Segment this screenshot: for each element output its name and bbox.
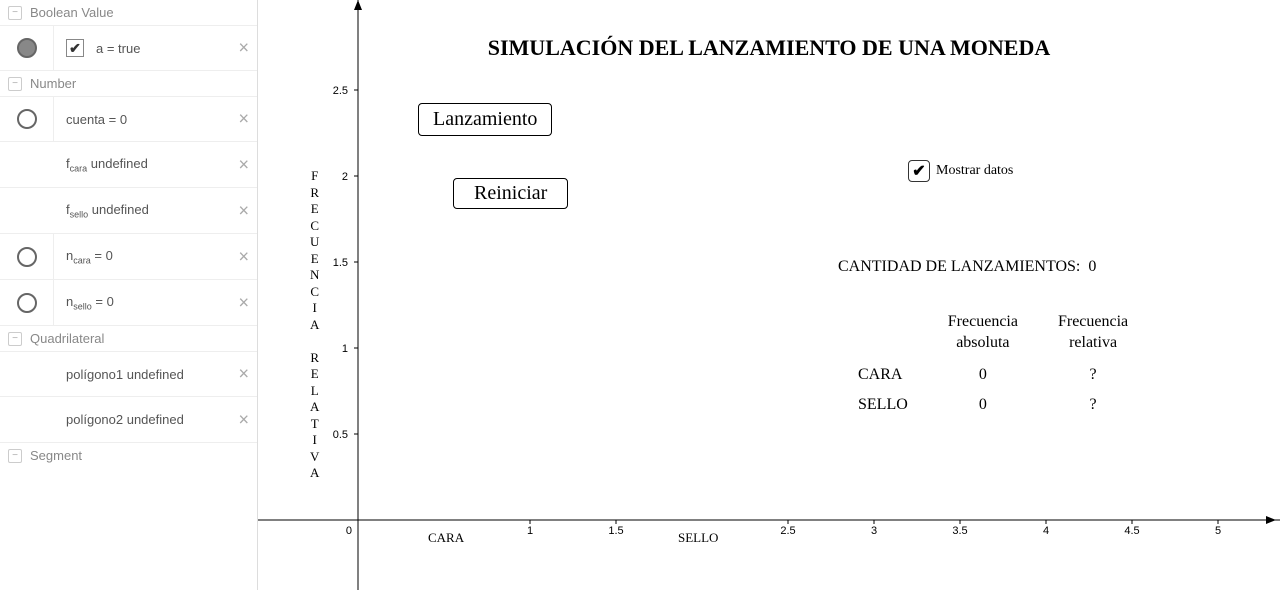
section-title: Quadrilateral: [30, 331, 104, 346]
visibility-toggle[interactable]: [17, 293, 37, 313]
svg-text:0.5: 0.5: [333, 429, 348, 441]
close-icon[interactable]: ×: [238, 200, 249, 221]
close-icon[interactable]: ×: [238, 38, 249, 59]
close-icon[interactable]: ×: [238, 154, 249, 175]
svg-text:1.5: 1.5: [333, 257, 348, 269]
item-label: ncara = 0: [54, 248, 229, 266]
graphics-canvas[interactable]: 0.5 1 1.5 2 2.5 0 1 1.5 2.5 3 3.5 4 4.5 5 SIMULACIÓN …: [258, 0, 1280, 590]
collapse-icon: −: [8, 332, 22, 346]
data-panel: CANTIDAD DE LANZAMIENTOS: 0 Frecuenciaab…: [838, 258, 1148, 420]
row-sello-abs: 0: [928, 390, 1038, 420]
section-title: Boolean Value: [30, 5, 114, 20]
collapse-icon: −: [8, 77, 22, 91]
section-header[interactable]: −Number: [0, 71, 257, 96]
visibility-toggle[interactable]: [17, 109, 37, 129]
visibility-toggle[interactable]: [17, 247, 37, 267]
close-icon[interactable]: ×: [238, 292, 249, 313]
algebra-sidebar[interactable]: −Boolean Value✔a = true×−Numbercuenta = …: [0, 0, 258, 590]
item-label: cuenta = 0: [54, 112, 229, 127]
svg-text:4.5: 4.5: [1124, 525, 1139, 537]
svg-text:0: 0: [346, 525, 352, 537]
visibility-toggle[interactable]: [17, 38, 37, 58]
y-axis-label: FRECUENCIA RELATIVA: [310, 168, 319, 482]
count-value: 0: [1088, 258, 1096, 275]
item-label: fsello undefined: [54, 202, 229, 220]
count-label: CANTIDAD DE LANZAMIENTOS:: [838, 258, 1080, 275]
svg-text:1: 1: [342, 343, 348, 355]
section-header[interactable]: −Segment: [0, 443, 257, 468]
x-category-sello: SELLO: [678, 530, 718, 546]
close-icon[interactable]: ×: [238, 109, 249, 130]
algebra-item[interactable]: fcara undefined ×: [0, 142, 257, 188]
svg-text:3.5: 3.5: [952, 525, 967, 537]
bool-checkbox[interactable]: ✔: [66, 39, 84, 57]
svg-text:3: 3: [871, 525, 877, 537]
close-icon[interactable]: ×: [238, 364, 249, 385]
section-title: Segment: [30, 448, 82, 463]
row-sello-rel: ?: [1038, 390, 1148, 420]
check-icon: ✔: [908, 160, 930, 182]
close-icon[interactable]: ×: [238, 409, 249, 430]
svg-text:5: 5: [1215, 525, 1221, 537]
algebra-item[interactable]: polígono1 undefined ×: [0, 351, 257, 397]
sim-title: SIMULACIÓN DEL LANZAMIENTO DE UNA MONEDA: [258, 35, 1280, 61]
freq-table: Frecuenciaabsoluta Frecuenciarelativa CA…: [838, 306, 1148, 420]
mostrar-datos-checkbox[interactable]: ✔ Mostrar datos: [908, 160, 1013, 182]
algebra-item[interactable]: polígono2 undefined ×: [0, 397, 257, 443]
svg-text:2: 2: [342, 171, 348, 183]
item-label: fcara undefined: [54, 156, 229, 174]
collapse-icon: −: [8, 449, 22, 463]
item-label: nsello = 0: [54, 294, 229, 312]
svg-text:1.5: 1.5: [608, 525, 623, 537]
svg-text:2.5: 2.5: [780, 525, 795, 537]
algebra-item[interactable]: fsello undefined ×: [0, 188, 257, 234]
algebra-item[interactable]: ncara = 0 ×: [0, 234, 257, 280]
algebra-item[interactable]: ✔ a = true ×: [0, 25, 257, 71]
row-cara-label: CARA: [838, 360, 928, 390]
item-label: a = true: [92, 41, 229, 56]
algebra-item[interactable]: cuenta = 0 ×: [0, 96, 257, 142]
section-header[interactable]: −Quadrilateral: [0, 326, 257, 351]
item-label: polígono2 undefined: [54, 412, 229, 427]
algebra-item[interactable]: nsello = 0 ×: [0, 280, 257, 326]
row-cara-rel: ?: [1038, 360, 1148, 390]
section-title: Number: [30, 76, 76, 91]
svg-text:1: 1: [527, 525, 533, 537]
x-category-cara: CARA: [428, 530, 464, 546]
row-sello-label: SELLO: [838, 390, 928, 420]
row-cara-abs: 0: [928, 360, 1038, 390]
close-icon[interactable]: ×: [238, 246, 249, 267]
item-label: polígono1 undefined: [54, 367, 229, 382]
section-header[interactable]: −Boolean Value: [0, 0, 257, 25]
svg-text:4: 4: [1043, 525, 1049, 537]
collapse-icon: −: [8, 6, 22, 20]
reiniciar-button[interactable]: Reiniciar: [453, 178, 568, 209]
lanzamiento-button[interactable]: Lanzamiento: [418, 103, 552, 136]
svg-text:2.5: 2.5: [333, 85, 348, 97]
mostrar-label: Mostrar datos: [936, 163, 1013, 179]
